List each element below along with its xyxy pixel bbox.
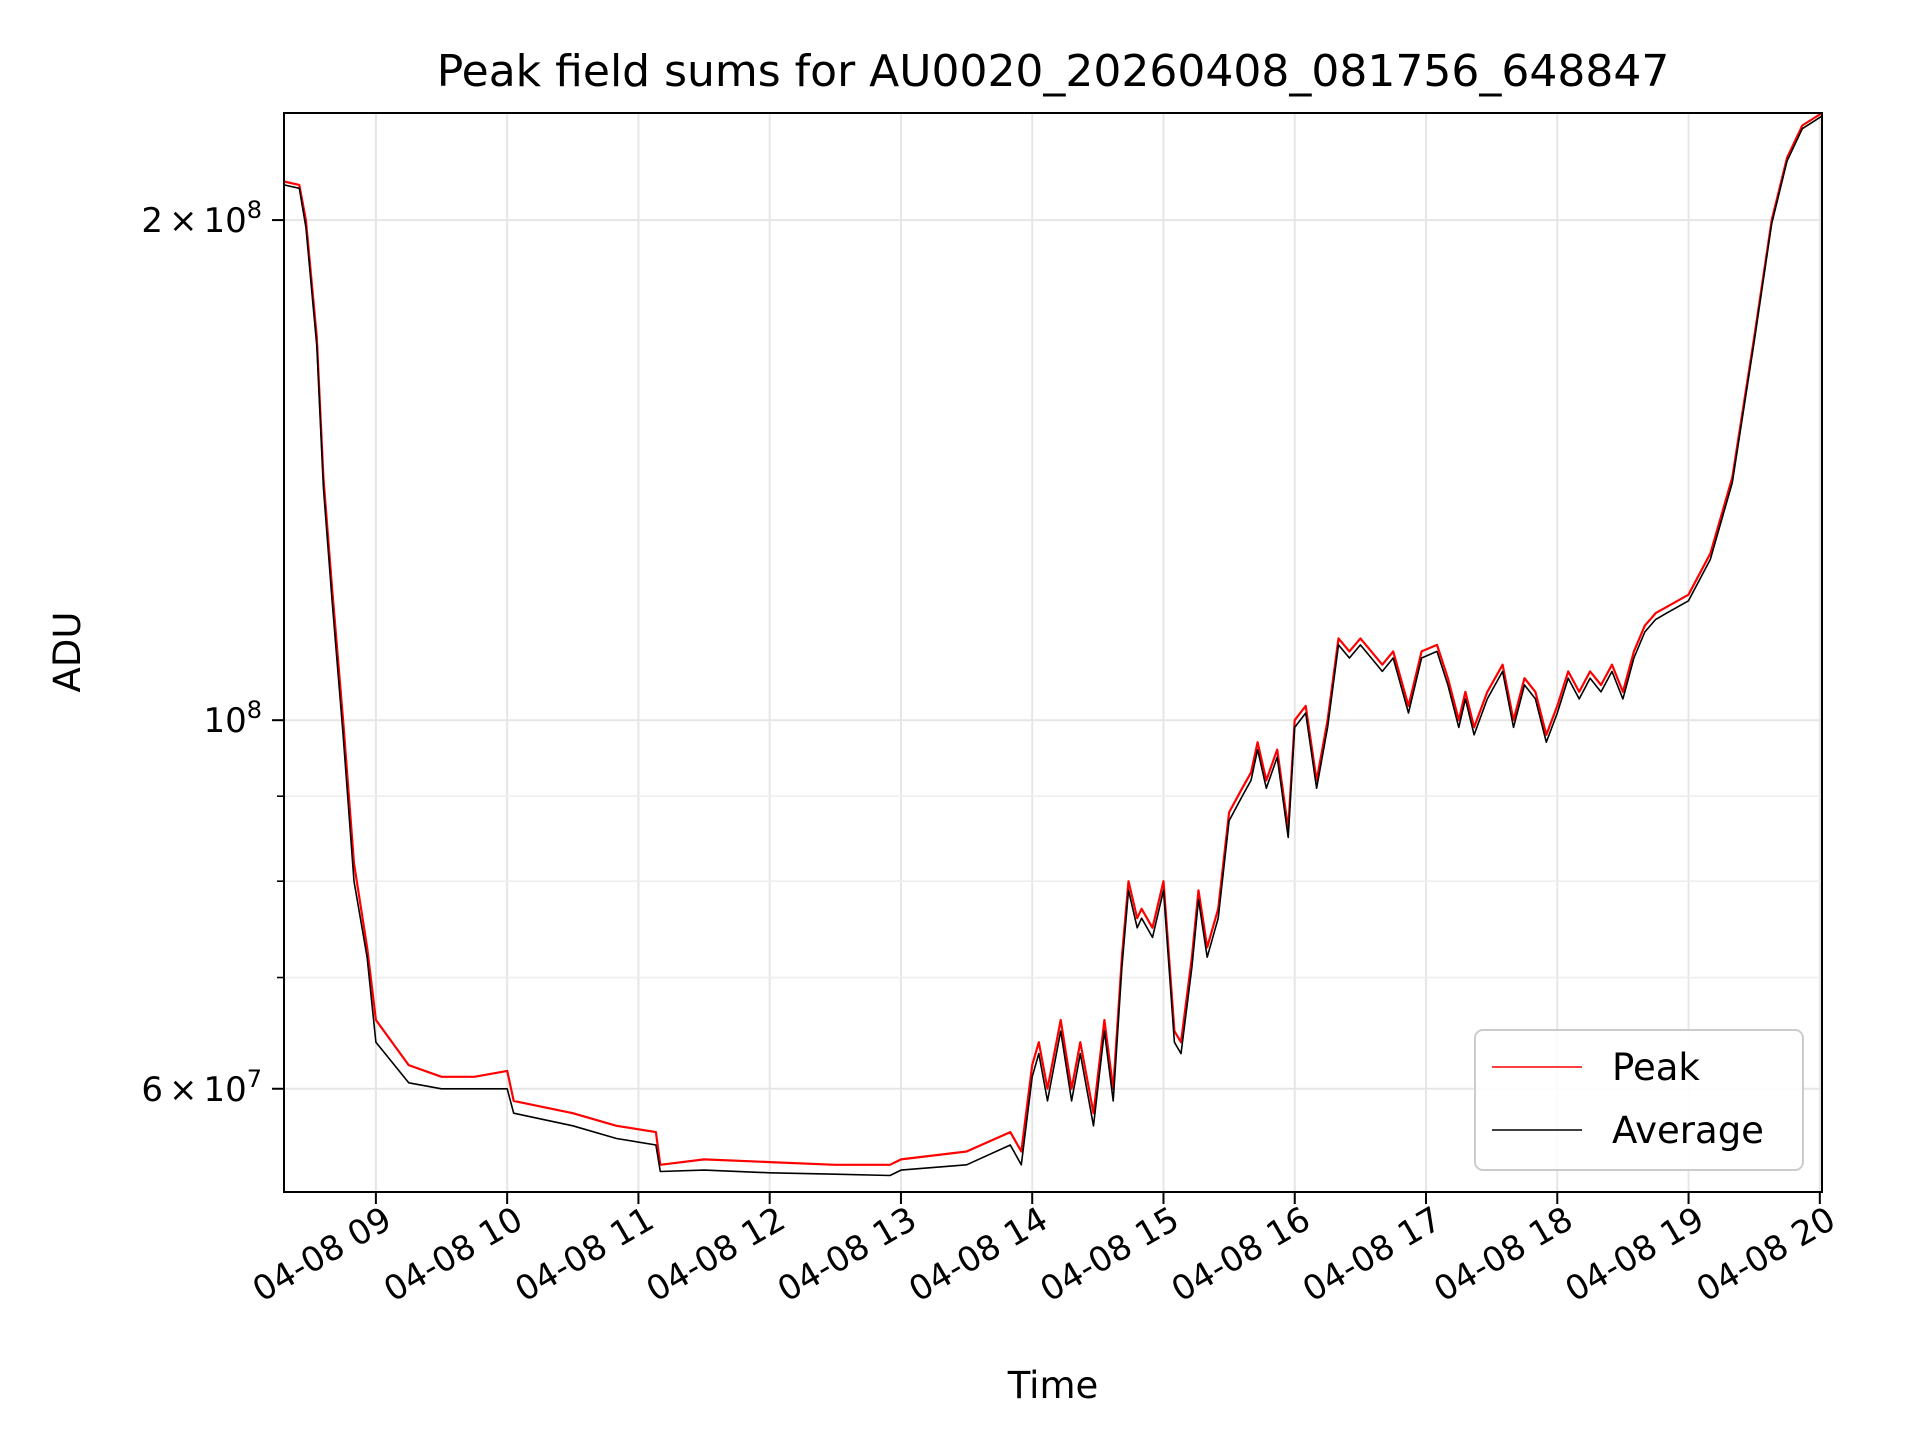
legend-box bbox=[1474, 1029, 1804, 1171]
grid-lines bbox=[284, 113, 1822, 1192]
series-line-average bbox=[283, 115, 1823, 1177]
y-tick-label: 6 × 107 bbox=[141, 1065, 262, 1110]
y-tick-label: 2 × 108 bbox=[141, 196, 262, 241]
series-line-peak bbox=[283, 112, 1823, 1166]
y-axis-label: ADU bbox=[46, 612, 89, 693]
x-axis-label: Time bbox=[1007, 1364, 1099, 1407]
y-axis: 6 × 107 108 2 × 108 bbox=[141, 196, 284, 1110]
y-tick-label: 108 bbox=[203, 696, 262, 741]
legend: Peak Average bbox=[1474, 1029, 1804, 1171]
legend-label-peak: Peak bbox=[1612, 1046, 1700, 1089]
chart-title: Peak field sums for AU0020_20260408_0817… bbox=[437, 46, 1670, 97]
plot-area bbox=[283, 112, 1823, 1193]
legend-label-average: Average bbox=[1612, 1109, 1764, 1152]
plot-lines bbox=[283, 112, 1823, 1177]
